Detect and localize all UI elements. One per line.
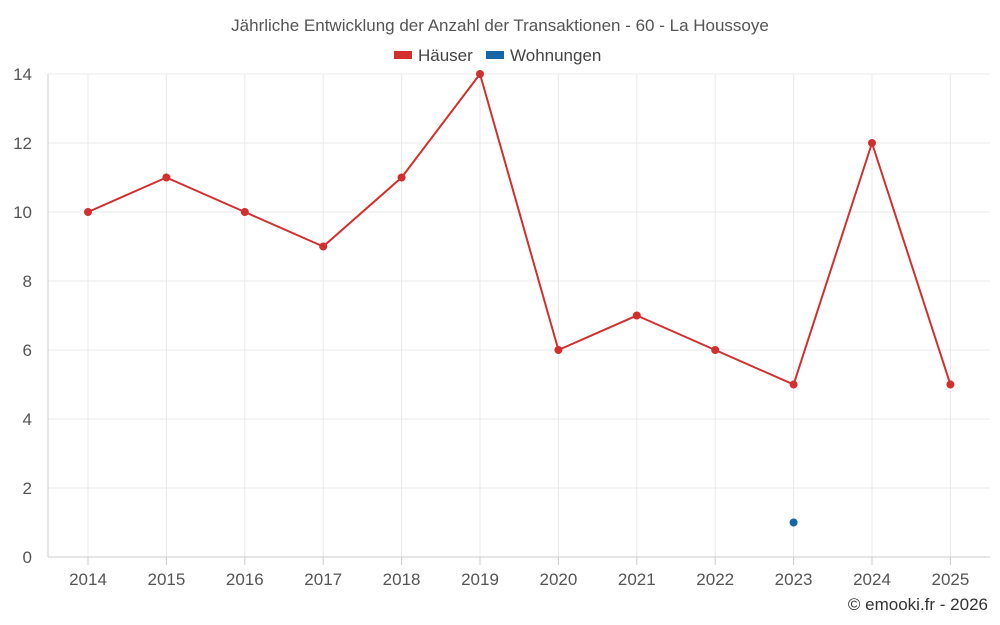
y-tick-label: 14 xyxy=(13,65,32,84)
axis-layer: 0 2 4 6 8 10 12 14 2014 2015 2016 2017 2018 2019 2020 2… xyxy=(13,65,990,589)
legend-label: Wohnungen xyxy=(510,46,601,65)
data-point[interactable] xyxy=(162,173,171,182)
legend-item[interactable]: Häuser xyxy=(394,46,473,65)
y-tick-label: 4 xyxy=(23,410,32,429)
legend-swatch xyxy=(486,51,504,59)
data-point[interactable] xyxy=(476,70,484,78)
x-tick-label: 2023 xyxy=(775,570,813,589)
x-tick-label: 2018 xyxy=(383,570,421,589)
data-point[interactable] xyxy=(946,380,955,389)
grid-layer xyxy=(48,73,990,557)
x-tick-label: 2015 xyxy=(147,570,185,589)
y-tick-label: 10 xyxy=(13,203,32,222)
x-tick-label: 2020 xyxy=(539,570,577,589)
x-tick-label: 2025 xyxy=(931,570,969,589)
data-point[interactable] xyxy=(240,208,249,216)
data-point[interactable] xyxy=(84,208,92,216)
y-tick-label: 6 xyxy=(23,341,32,360)
legend-item[interactable]: Wohnungen xyxy=(486,46,601,65)
x-tick-label: 2019 xyxy=(461,570,499,589)
y-tick-label: 2 xyxy=(23,479,32,498)
x-tick-label: 2017 xyxy=(304,570,342,589)
copyright-text: © emooki.fr - 2026 xyxy=(848,595,988,614)
y-tick-label: 0 xyxy=(23,548,32,567)
x-tick-label: 2024 xyxy=(853,570,891,589)
series-layer xyxy=(84,70,955,527)
chart-title: Jährliche Entwicklung der Anzahl der Tra… xyxy=(231,16,769,35)
series-line-1 xyxy=(87,73,952,386)
x-tick-label: 2014 xyxy=(69,570,107,589)
data-point[interactable] xyxy=(868,139,876,147)
x-tick-label: 2021 xyxy=(618,570,656,589)
data-point[interactable] xyxy=(711,346,720,354)
data-point[interactable] xyxy=(789,380,798,389)
y-tick-label: 12 xyxy=(13,134,32,153)
x-tick-label: 2016 xyxy=(226,570,264,589)
legend-swatch xyxy=(394,51,412,59)
data-point[interactable] xyxy=(789,518,798,527)
data-point[interactable] xyxy=(632,311,641,320)
y-tick-label: 8 xyxy=(23,272,32,291)
data-point[interactable] xyxy=(397,173,406,182)
legend[interactable]: Häuser Wohnungen xyxy=(394,46,601,65)
data-point[interactable] xyxy=(554,346,563,354)
data-point[interactable] xyxy=(319,242,328,251)
x-tick-label: 2022 xyxy=(696,570,734,589)
legend-label: Häuser xyxy=(418,46,473,65)
